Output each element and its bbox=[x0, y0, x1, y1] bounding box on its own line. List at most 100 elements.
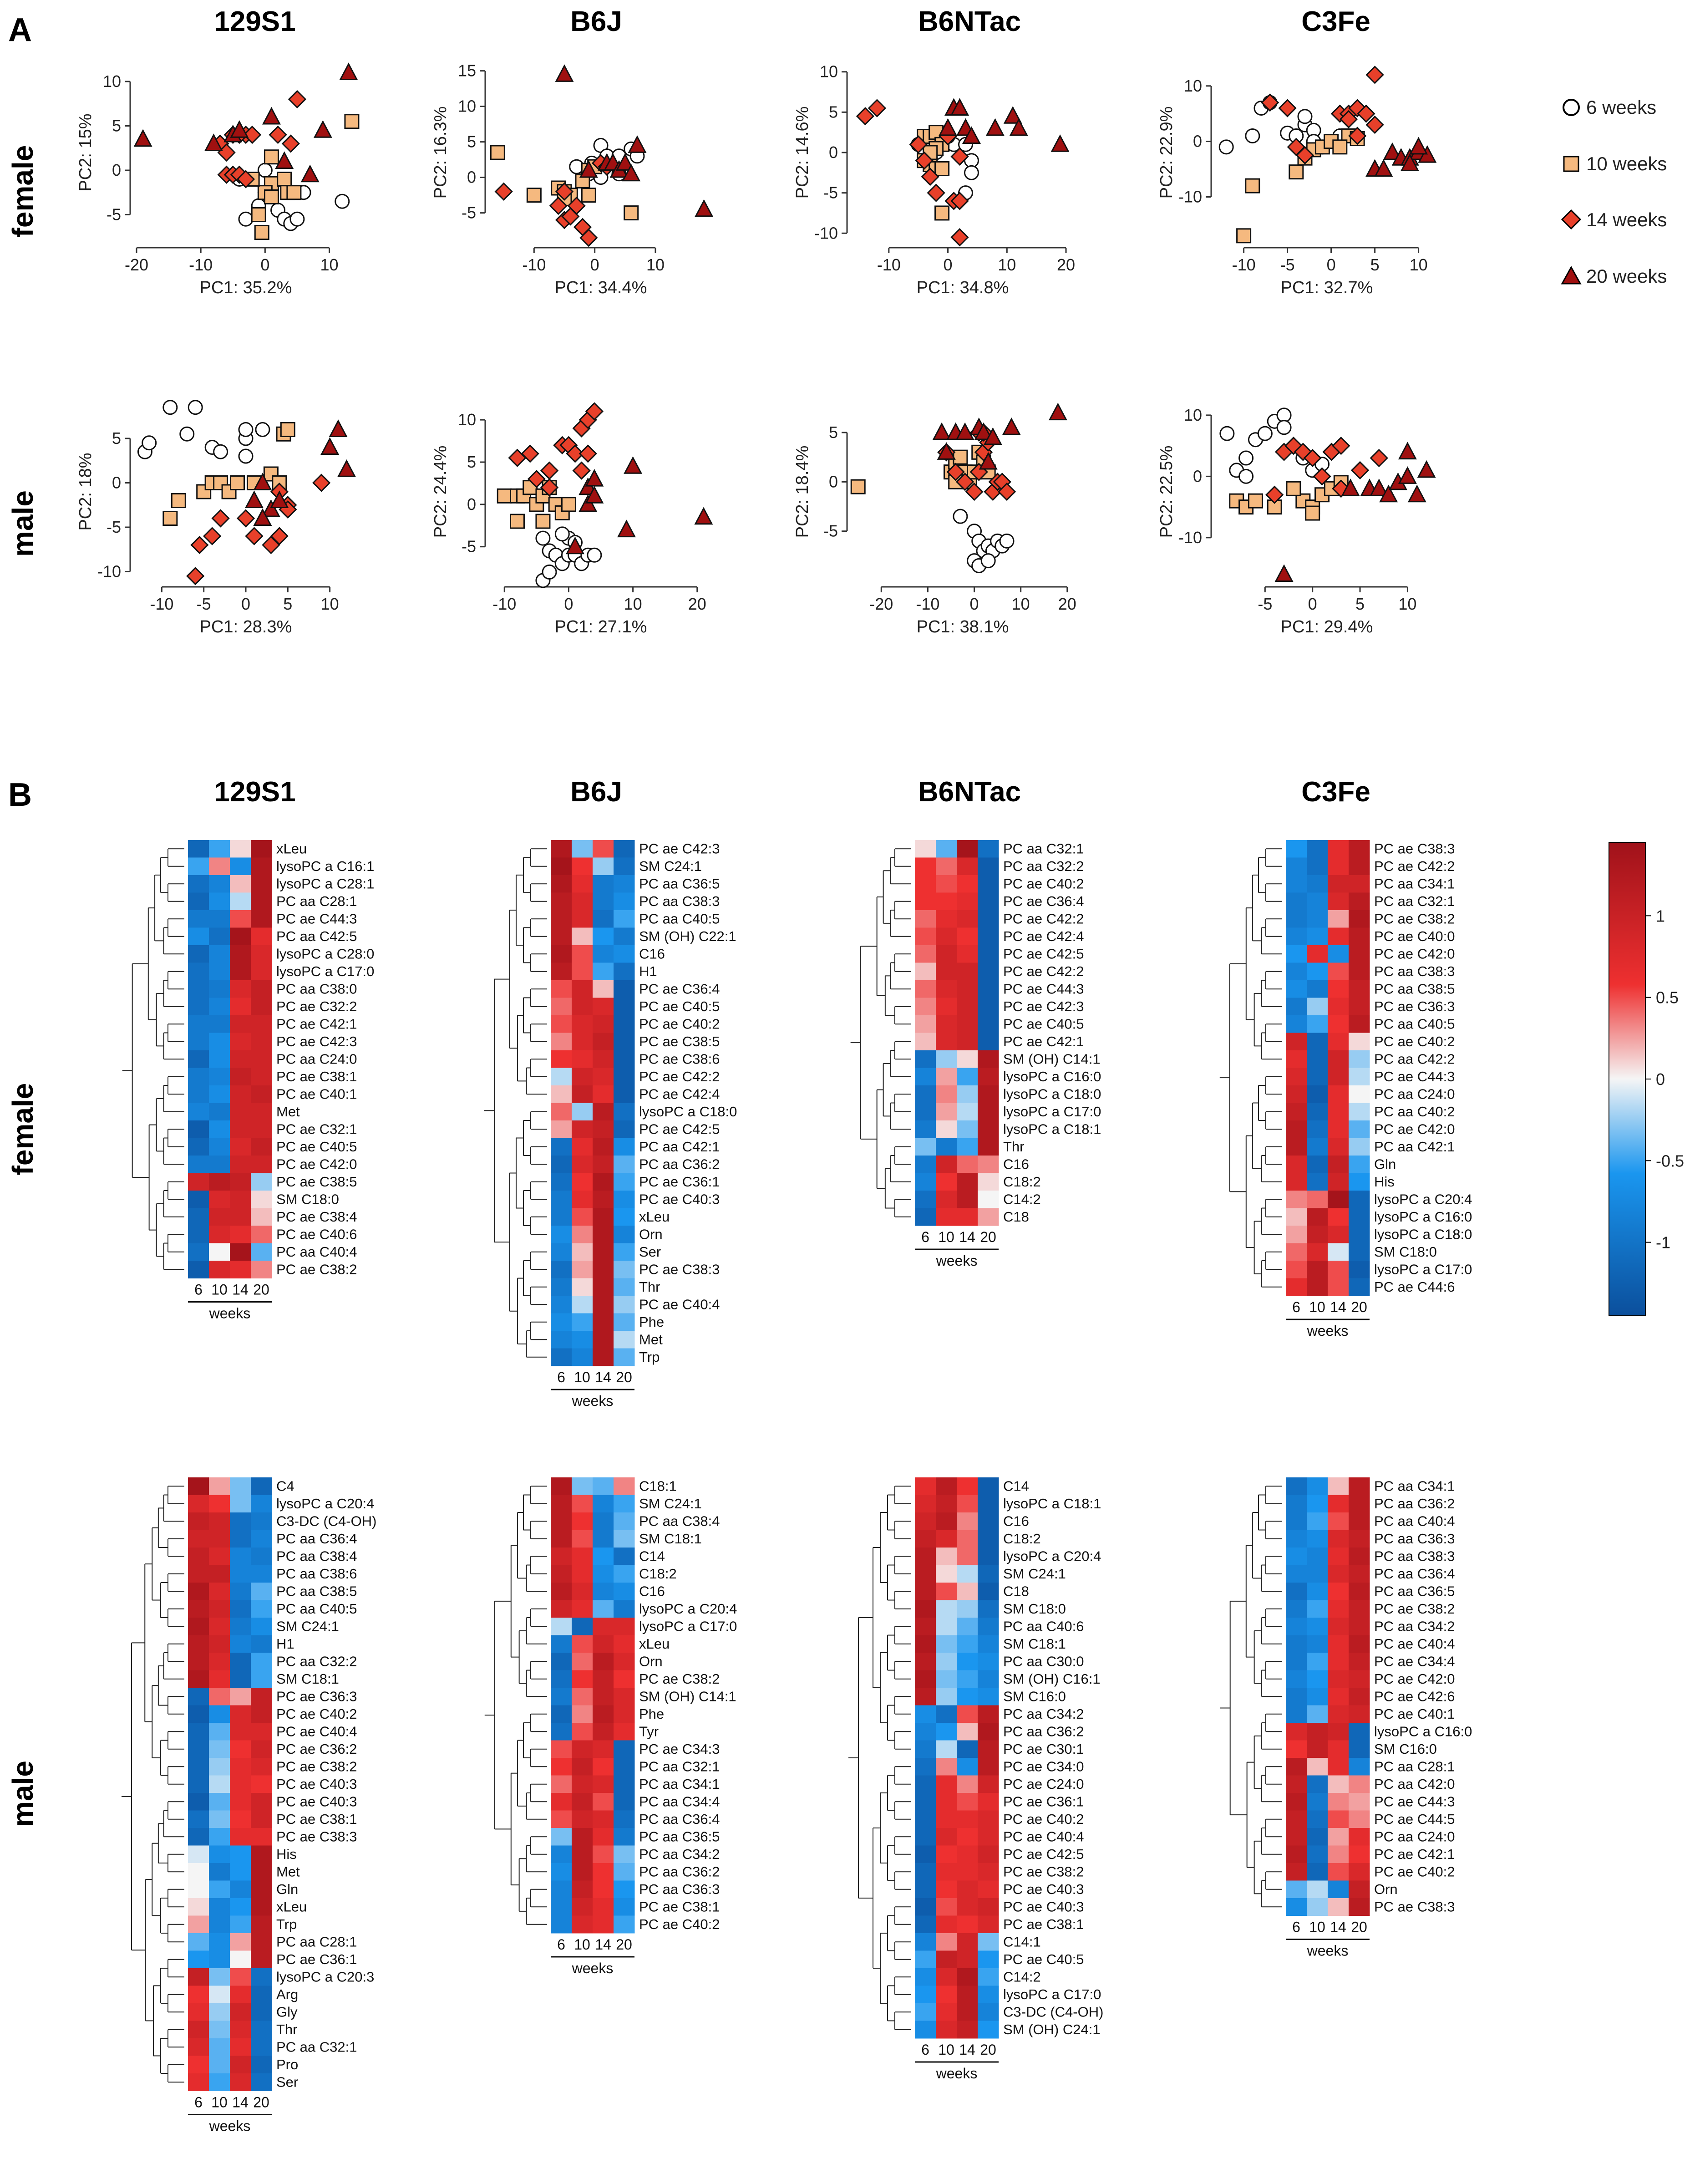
heatmap-cell bbox=[188, 2038, 209, 2056]
heatmap-cell bbox=[915, 1723, 936, 1741]
heatmap-cell bbox=[209, 1810, 230, 1828]
x-tick-label: 5 bbox=[1355, 595, 1365, 613]
heatmap-cell bbox=[1328, 1156, 1349, 1173]
heatmap-cell bbox=[572, 1723, 593, 1741]
heatmap-cell bbox=[936, 1933, 957, 1951]
point-triangle bbox=[585, 486, 604, 504]
y-tick-label: -5 bbox=[462, 537, 476, 556]
heatmap-row-label: PC aa C36:4 bbox=[639, 1811, 720, 1827]
heatmap-cell bbox=[188, 1880, 209, 1899]
heatmap-cell bbox=[936, 1583, 957, 1600]
point-diamond bbox=[572, 461, 591, 480]
heatmap-row-label: xLeu bbox=[276, 840, 307, 856]
heatmap-cell bbox=[1286, 1477, 1307, 1495]
heatmap-cell bbox=[188, 1050, 209, 1068]
point-diamond bbox=[950, 228, 969, 247]
heatmap-cell bbox=[251, 1723, 272, 1741]
heatmap-row-label: PC ae C40:2 bbox=[639, 1916, 720, 1932]
point-square bbox=[264, 149, 279, 165]
heatmap-cell bbox=[978, 2021, 999, 2039]
heatmap-cell bbox=[1286, 1226, 1307, 1243]
heatmap-row-label: PC aa C40:6 bbox=[1003, 1618, 1084, 1634]
heatmap-cell bbox=[978, 1845, 999, 1863]
heatmap-row-label: lysoPC a C20:4 bbox=[276, 1496, 374, 1512]
heatmap-cell bbox=[915, 962, 936, 981]
heatmap-cell bbox=[230, 2056, 251, 2074]
heatmap-row-label: SM (OH) C14:1 bbox=[639, 1688, 736, 1704]
heatmap-cell bbox=[936, 1512, 957, 1530]
heatmap-cell bbox=[614, 980, 635, 998]
heatmap-cell bbox=[1307, 1173, 1328, 1191]
heatmap-row-label: PC aa C30:0 bbox=[1003, 1653, 1084, 1669]
point-circle bbox=[1276, 420, 1292, 435]
heatmap-cell bbox=[978, 1015, 999, 1033]
heatmap-cell bbox=[572, 1758, 593, 1776]
heatmap-cell bbox=[1349, 1863, 1370, 1881]
point-diamond bbox=[1278, 99, 1297, 117]
heatmap-cell bbox=[551, 1226, 572, 1243]
point-triangle bbox=[1274, 564, 1294, 582]
heatmap-cell bbox=[593, 1512, 614, 1530]
heatmap-cell bbox=[230, 1758, 251, 1776]
heatmap-cell bbox=[978, 1688, 999, 1705]
heatmap-cell bbox=[251, 1243, 272, 1261]
legend-diamond-icon bbox=[1561, 209, 1582, 230]
heatmap-row-label: PC aa C38:3 bbox=[1374, 1548, 1455, 1564]
heatmap-cell bbox=[1307, 1688, 1328, 1705]
heatmap-cell bbox=[251, 1600, 272, 1618]
heatmap-row-label: PC aa C36:2 bbox=[639, 1156, 720, 1172]
heatmap-cell bbox=[614, 1530, 635, 1548]
heatmap-cell bbox=[251, 1015, 272, 1033]
heatmap-row-label: lysoPC a C16:0 bbox=[1374, 1209, 1472, 1225]
heatmap-cell bbox=[1307, 1670, 1328, 1688]
heatmap-cell bbox=[957, 1915, 978, 1934]
heatmap-cell bbox=[188, 1261, 209, 1278]
heatmap-cell bbox=[978, 2003, 999, 2021]
heatmap-cell bbox=[1328, 980, 1349, 998]
heatmap-cell bbox=[957, 1495, 978, 1513]
point-circle bbox=[535, 530, 551, 546]
heatmap-cell bbox=[978, 1705, 999, 1723]
heatmap-row-label: PC ae C36:4 bbox=[639, 981, 720, 997]
heatmap-cell bbox=[1349, 1015, 1370, 1033]
colorbar-ticks: 1 0.5 0 -0.5 -1 bbox=[1645, 906, 1684, 1252]
heatmap-cell bbox=[572, 1313, 593, 1331]
heatmap-cell bbox=[230, 1880, 251, 1899]
heatmap-cell bbox=[1349, 1810, 1370, 1828]
heatmap-row-label: PC ae C44:3 bbox=[1374, 1793, 1455, 1809]
point-triangle bbox=[555, 64, 574, 82]
point-triangle bbox=[133, 129, 152, 147]
heatmap-cell bbox=[572, 962, 593, 981]
sex-label-b-male: male bbox=[6, 1761, 39, 1827]
y-tick-label: 10 bbox=[820, 62, 838, 81]
heatmap-cell bbox=[915, 1512, 936, 1530]
heatmap-cell bbox=[614, 1898, 635, 1916]
heatmap-cell bbox=[188, 857, 209, 876]
heatmap-cell bbox=[1307, 1015, 1328, 1033]
y-tick-label: -5 bbox=[107, 518, 121, 536]
heatmap-col-label: 6 bbox=[921, 2041, 929, 2058]
heatmap-row-label: PC ae C36:3 bbox=[1374, 998, 1455, 1014]
heatmap-cell bbox=[614, 1880, 635, 1899]
point-triangle bbox=[1383, 142, 1402, 160]
heatmap-cell bbox=[551, 1670, 572, 1688]
heatmap-row-label: PC aa C36:5 bbox=[639, 876, 720, 891]
x-tick-label: 10 bbox=[1398, 595, 1416, 613]
point-square bbox=[490, 145, 505, 160]
heatmap-cell bbox=[551, 1296, 572, 1313]
heatmap-cell bbox=[1328, 1740, 1349, 1758]
heatmap-row-label: PC aa C36:5 bbox=[1374, 1583, 1455, 1599]
legend-label: 10 weeks bbox=[1586, 153, 1667, 174]
pca-plot-male-129S1: -10 -5 0 5 10 -10 -5 0 5 PC1: 28.3% PC2: 18% bbox=[76, 400, 356, 636]
point-diamond bbox=[921, 168, 939, 186]
point-triangle bbox=[937, 442, 956, 460]
x-tick-label: 10 bbox=[624, 595, 642, 613]
heatmap-row-label: PC ae C36:2 bbox=[276, 1741, 357, 1757]
heatmap-cell bbox=[957, 962, 978, 981]
heatmap-cell bbox=[614, 1548, 635, 1565]
heatmap-cell bbox=[188, 892, 209, 911]
heatmap-cell bbox=[572, 1085, 593, 1103]
heatmap-cell bbox=[1307, 1565, 1328, 1583]
heatmap-row-label: C18 bbox=[1003, 1209, 1029, 1225]
heatmap-cell bbox=[593, 1600, 614, 1618]
